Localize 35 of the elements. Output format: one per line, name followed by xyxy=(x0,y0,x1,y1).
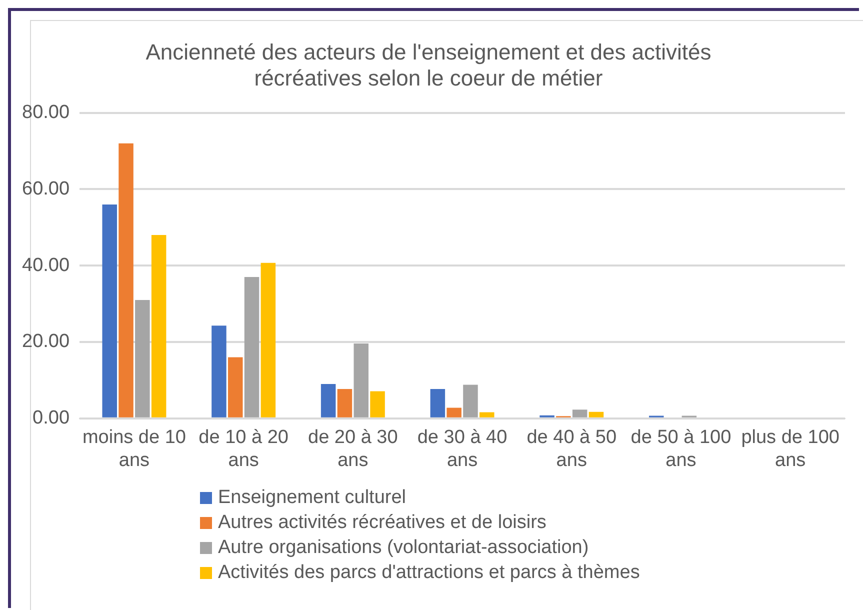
bar xyxy=(320,384,336,418)
bar xyxy=(588,412,604,418)
bar xyxy=(572,410,588,418)
x-tick-label: de 50 à 100 ans xyxy=(630,427,732,471)
y-tick-label: 60.00 xyxy=(22,178,70,200)
bar xyxy=(479,412,494,418)
legend-label: Enseignement culturel xyxy=(218,486,406,508)
bar xyxy=(244,277,260,418)
y-tick-label: 0.00 xyxy=(32,408,70,429)
bar xyxy=(212,326,226,418)
bar xyxy=(463,384,478,418)
x-tick-label: de 20 à 30 ans xyxy=(308,427,398,471)
y-tick-label: 20.00 xyxy=(22,331,70,352)
x-tick-label: de 30 à 40 ans xyxy=(417,427,508,471)
legend-label: Autres activités récréatives et de loisirs xyxy=(218,512,546,534)
bar xyxy=(118,143,134,418)
chart-title: Ancienneté des acteurs de l'enseignement et des activités récréatives selon le coeur de métier xyxy=(146,39,712,91)
legend-label: Activités des parcs d'attractions et parcs à thèmes xyxy=(218,562,640,584)
x-tick-label: moins de 10 ans xyxy=(82,427,186,471)
x-tick-label: de 40 à 50 ans xyxy=(526,427,617,471)
bar xyxy=(260,262,276,418)
bar xyxy=(228,357,243,418)
bar xyxy=(370,391,385,418)
y-tick-label: 80.00 xyxy=(22,102,70,124)
bar xyxy=(102,204,117,418)
bar xyxy=(135,300,150,418)
x-tick-label: plus de 100 ans xyxy=(741,427,840,471)
x-tick-label: de 10 à 20 ans xyxy=(198,427,288,471)
bar xyxy=(337,388,352,418)
legend-label: Autre organisations (volontariat-association) xyxy=(218,536,589,558)
bar xyxy=(151,235,166,418)
bar xyxy=(430,388,446,418)
bar xyxy=(354,344,369,418)
bar xyxy=(446,408,462,418)
y-tick-label: 40.00 xyxy=(22,254,70,276)
